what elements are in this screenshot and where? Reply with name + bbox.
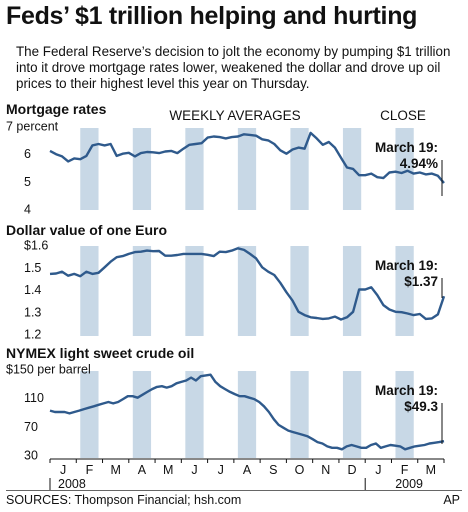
month-label-10: N: [321, 463, 330, 477]
annotation-date-2: March 19:: [375, 383, 438, 398]
month-band-2-5: [185, 371, 204, 458]
headline: Feds’ $1 trillion helping and hurting: [6, 2, 418, 30]
month-band-2-3: [132, 371, 152, 458]
month-band-0-7: [237, 128, 257, 210]
month-band-2-7: [237, 371, 257, 458]
ytick-label-2-0: $150 per barrel: [6, 363, 91, 377]
ytick-label-1-1: 1.5: [24, 261, 41, 275]
year-label-1: 2009: [395, 477, 423, 491]
month-band-1-1: [80, 246, 99, 336]
ytick-label-0-3: 4: [24, 203, 31, 217]
series-line-0: [49, 131, 445, 184]
credit-text: AP: [443, 493, 460, 507]
annotation-value-1: $1.37: [404, 274, 438, 289]
ytick-label-1-2: 1.4: [24, 283, 41, 297]
month-band-0-9: [290, 128, 309, 210]
month-label-13: F: [401, 463, 409, 477]
month-band-2-9: [290, 371, 309, 458]
panel-title-oil: NYMEX light sweet crude oil: [6, 345, 195, 361]
panel-title-mortgage: Mortgage rates: [6, 101, 107, 117]
series-line-1: [49, 247, 446, 321]
ytick-label-0-1: 6: [24, 147, 31, 161]
ytick-label-2-3: 30: [24, 449, 38, 463]
overlay-label-weekly: WEEKLY AVERAGES: [169, 108, 300, 123]
month-label-1: F: [86, 463, 94, 477]
annotation-value-2: $49.3: [404, 399, 438, 414]
overlay-label-close: CLOSE: [380, 108, 426, 123]
month-label-7: A: [243, 463, 252, 477]
month-label-4: M: [163, 463, 173, 477]
annotation-value-0: 4.94%: [400, 156, 438, 171]
month-label-6: J: [218, 463, 224, 477]
ytick-label-1-3: 1.3: [24, 305, 41, 319]
month-band-0-13: [395, 128, 414, 210]
month-band-1-11: [342, 246, 362, 336]
month-band-1-5: [185, 246, 204, 336]
month-label-2: M: [110, 463, 120, 477]
annotation-date-1: March 19:: [375, 258, 438, 273]
month-label-11: D: [348, 463, 357, 477]
month-label-12: J: [375, 463, 381, 477]
month-label-3: A: [138, 463, 147, 477]
footer-rule: [6, 490, 462, 491]
month-label-0: J: [60, 463, 66, 477]
month-band-0-1: [80, 128, 99, 210]
year-label-0: 2008: [58, 477, 86, 491]
ytick-label-0-0: 7 percent: [6, 120, 59, 134]
month-band-0-5: [185, 128, 204, 210]
month-label-14: M: [426, 463, 436, 477]
month-band-1-9: [290, 246, 309, 336]
annotation-date-0: March 19:: [375, 140, 438, 155]
month-band-2-11: [342, 371, 362, 458]
ytick-label-0-2: 5: [24, 175, 31, 189]
month-band-1-3: [132, 246, 152, 336]
month-band-1-7: [237, 246, 257, 336]
intro-text: The Federal Reserve’s decision to jolt t…: [16, 44, 451, 91]
month-label-5: J: [191, 463, 197, 477]
month-band-0-3: [132, 128, 152, 210]
ytick-label-1-4: 1.2: [24, 328, 41, 342]
series-line-2: [49, 373, 445, 451]
month-label-8: S: [269, 463, 277, 477]
source-text: SOURCES: Thompson Financial; hsh.com: [6, 493, 242, 507]
month-label-9: O: [295, 463, 305, 477]
ytick-label-1-0: $1.6: [24, 239, 48, 253]
ytick-label-2-2: 70: [24, 420, 38, 434]
ytick-label-2-1: 110: [24, 391, 44, 405]
month-band-2-1: [80, 371, 99, 458]
panel-title-euro: Dollar value of one Euro: [6, 222, 168, 238]
month-band-2-13: [395, 371, 414, 458]
